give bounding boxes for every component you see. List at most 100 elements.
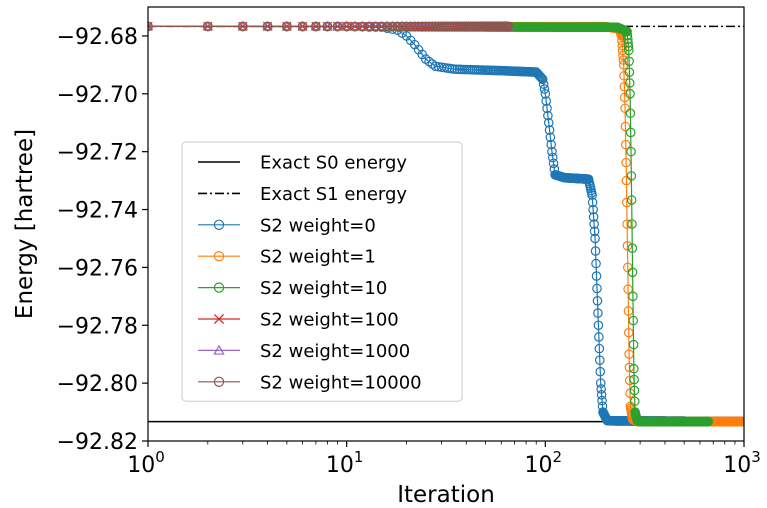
x-tick-label-1: 101 bbox=[326, 448, 364, 478]
series-1-point-179 bbox=[590, 246, 601, 256]
series-1-point-178 bbox=[590, 233, 600, 244]
series-3-point-268 bbox=[625, 108, 636, 118]
series-3-point-275 bbox=[627, 267, 638, 278]
series-3-point-660 bbox=[703, 416, 713, 427]
y-tick-label-3: −92.74 bbox=[57, 199, 138, 224]
series-1-point-191 bbox=[596, 384, 606, 394]
legend-marker-5 bbox=[213, 282, 225, 293]
series-6-point-22 bbox=[409, 21, 420, 32]
series-6-point-36 bbox=[452, 21, 462, 32]
series-1-point-109 bbox=[547, 152, 558, 163]
y-tick-label-4: −92.76 bbox=[57, 256, 138, 281]
series-1-point-107 bbox=[546, 139, 556, 150]
series-1-point-103 bbox=[543, 110, 553, 121]
series-1-point-188 bbox=[594, 355, 605, 365]
legend-entry-7: S2 weight=1000 bbox=[198, 341, 410, 362]
legend-frame bbox=[181, 141, 463, 402]
series-6-point-18 bbox=[392, 21, 403, 32]
series-1-point-172 bbox=[587, 190, 597, 200]
legend-label-2: Exact S1 energy bbox=[260, 184, 407, 205]
series-3-point-266 bbox=[624, 78, 635, 88]
legend-entry-2: Exact S1 energy bbox=[198, 184, 407, 205]
series-3-point-267 bbox=[625, 89, 635, 99]
series-1-point-99 bbox=[539, 84, 550, 94]
series-6-point-65 bbox=[503, 21, 513, 32]
series-1-point-110 bbox=[548, 158, 559, 169]
series-1-point-104 bbox=[543, 117, 554, 128]
series-6-point-27 bbox=[427, 21, 438, 32]
legend-label-7: S2 weight=1000 bbox=[260, 341, 410, 362]
series-1-point-187 bbox=[594, 343, 605, 354]
series-6-point-16 bbox=[382, 21, 393, 32]
series-2-point-246 bbox=[618, 50, 628, 61]
series-2-point-257 bbox=[621, 197, 632, 208]
series-3 bbox=[148, 21, 713, 427]
legend-marker-3 bbox=[213, 219, 225, 230]
series-1-point-100 bbox=[540, 89, 551, 99]
legend-marker-4 bbox=[213, 251, 225, 262]
series-3-point-277 bbox=[628, 315, 639, 326]
series-6-point-34 bbox=[447, 21, 458, 32]
series-3-point-262 bbox=[623, 41, 634, 52]
series-3-point-280 bbox=[629, 374, 639, 385]
series-6 bbox=[148, 21, 513, 32]
series-1-point-97 bbox=[537, 74, 548, 85]
series-6-point-11 bbox=[350, 21, 360, 32]
series-6-point-14 bbox=[370, 21, 381, 32]
y-axis-label: Energy [hartree] bbox=[12, 129, 38, 319]
series-3-point-261 bbox=[623, 38, 633, 48]
series-3-point-282 bbox=[629, 396, 640, 407]
y-tick-label-5: −92.78 bbox=[57, 314, 138, 339]
plot-frame bbox=[147, 6, 745, 442]
series-6-point-26 bbox=[424, 21, 434, 32]
series-3-point-272 bbox=[626, 195, 637, 205]
series-2-point-259 bbox=[622, 241, 633, 251]
series-6-point-17 bbox=[387, 21, 398, 32]
series-3-point-281 bbox=[629, 385, 640, 396]
series-3-point-276 bbox=[628, 291, 638, 302]
legend-label-1: Exact S0 energy bbox=[260, 153, 407, 174]
legend-label-5: S2 weight=10 bbox=[260, 278, 387, 299]
series-3-point-278 bbox=[628, 339, 639, 350]
series-3-point-264 bbox=[624, 56, 634, 67]
series-1-point-183 bbox=[592, 296, 603, 306]
legend-label-3: S2 weight=0 bbox=[260, 215, 376, 236]
series-1-point-105 bbox=[544, 125, 555, 135]
series-6-point-9 bbox=[332, 21, 343, 32]
series-1-point-182 bbox=[592, 283, 602, 294]
series-6-point-25 bbox=[420, 21, 431, 32]
series-1-point-96 bbox=[537, 73, 547, 84]
series-1-point-108 bbox=[547, 146, 557, 157]
legend-entry-1: Exact S0 energy bbox=[198, 153, 407, 174]
legend-marker-6 bbox=[213, 313, 225, 325]
series-1-point-180 bbox=[591, 258, 601, 269]
series-2-point-255 bbox=[621, 157, 631, 168]
series-6-point-15 bbox=[376, 21, 387, 32]
x-tick-label-3: 103 bbox=[723, 448, 761, 478]
series-1-point-185 bbox=[593, 320, 604, 331]
series-1-point-101 bbox=[541, 96, 551, 106]
series-6-point-33 bbox=[444, 21, 455, 32]
legend-label-8: S2 weight=10000 bbox=[260, 372, 422, 393]
series-1-point-102 bbox=[542, 103, 552, 114]
series-1-point-173 bbox=[587, 197, 598, 208]
series-1-point-176 bbox=[589, 219, 599, 229]
legend-entry-3: S2 weight=0 bbox=[198, 215, 376, 236]
series-6-point-3 bbox=[237, 21, 248, 32]
series-1-point-186 bbox=[594, 332, 604, 342]
legend-entry-8: S2 weight=10000 bbox=[198, 372, 422, 393]
series-6-point-7 bbox=[311, 21, 321, 32]
series-2-point-254 bbox=[620, 139, 631, 150]
series-2-point-252 bbox=[620, 103, 630, 114]
legend-marker-7 bbox=[213, 344, 225, 355]
series-1-point-95 bbox=[536, 72, 546, 83]
series-1-point-26 bbox=[424, 56, 434, 67]
series-6-point-13 bbox=[364, 21, 375, 32]
series-3-point-270 bbox=[626, 146, 636, 157]
series-2-point-258 bbox=[622, 219, 632, 229]
series-1-point-190 bbox=[595, 378, 606, 388]
series-1-point-184 bbox=[593, 308, 603, 318]
series-3-point-279 bbox=[629, 363, 639, 374]
series-6-point-35 bbox=[449, 21, 460, 32]
